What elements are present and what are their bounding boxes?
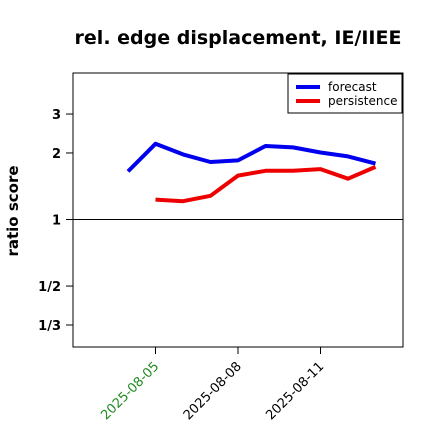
- series-line-persistence: [155, 165, 377, 204]
- x-tick-label: 2025-08-05: [98, 359, 162, 423]
- x-tick-label: 2025-08-08: [181, 359, 245, 423]
- x-tick-label: 2025-08-11: [263, 359, 327, 423]
- y-tick-label: 2: [52, 147, 61, 162]
- chart-title: rel. edge displacement, IE/IIEE: [75, 27, 402, 49]
- legend-box: [287, 73, 403, 114]
- series-line-forecast: [126, 141, 377, 173]
- y-tick-label: 3: [52, 108, 61, 123]
- legend-label-persistence: persistence: [328, 94, 397, 108]
- y-tick-label: 1/3: [38, 319, 61, 334]
- plot-frame: [72, 72, 404, 348]
- y-tick-label: 1/2: [38, 280, 61, 295]
- legend-label-forecast: forecast: [328, 80, 377, 94]
- y-axis-label: ratio score: [4, 165, 22, 256]
- y-tick-label: 1: [52, 214, 61, 229]
